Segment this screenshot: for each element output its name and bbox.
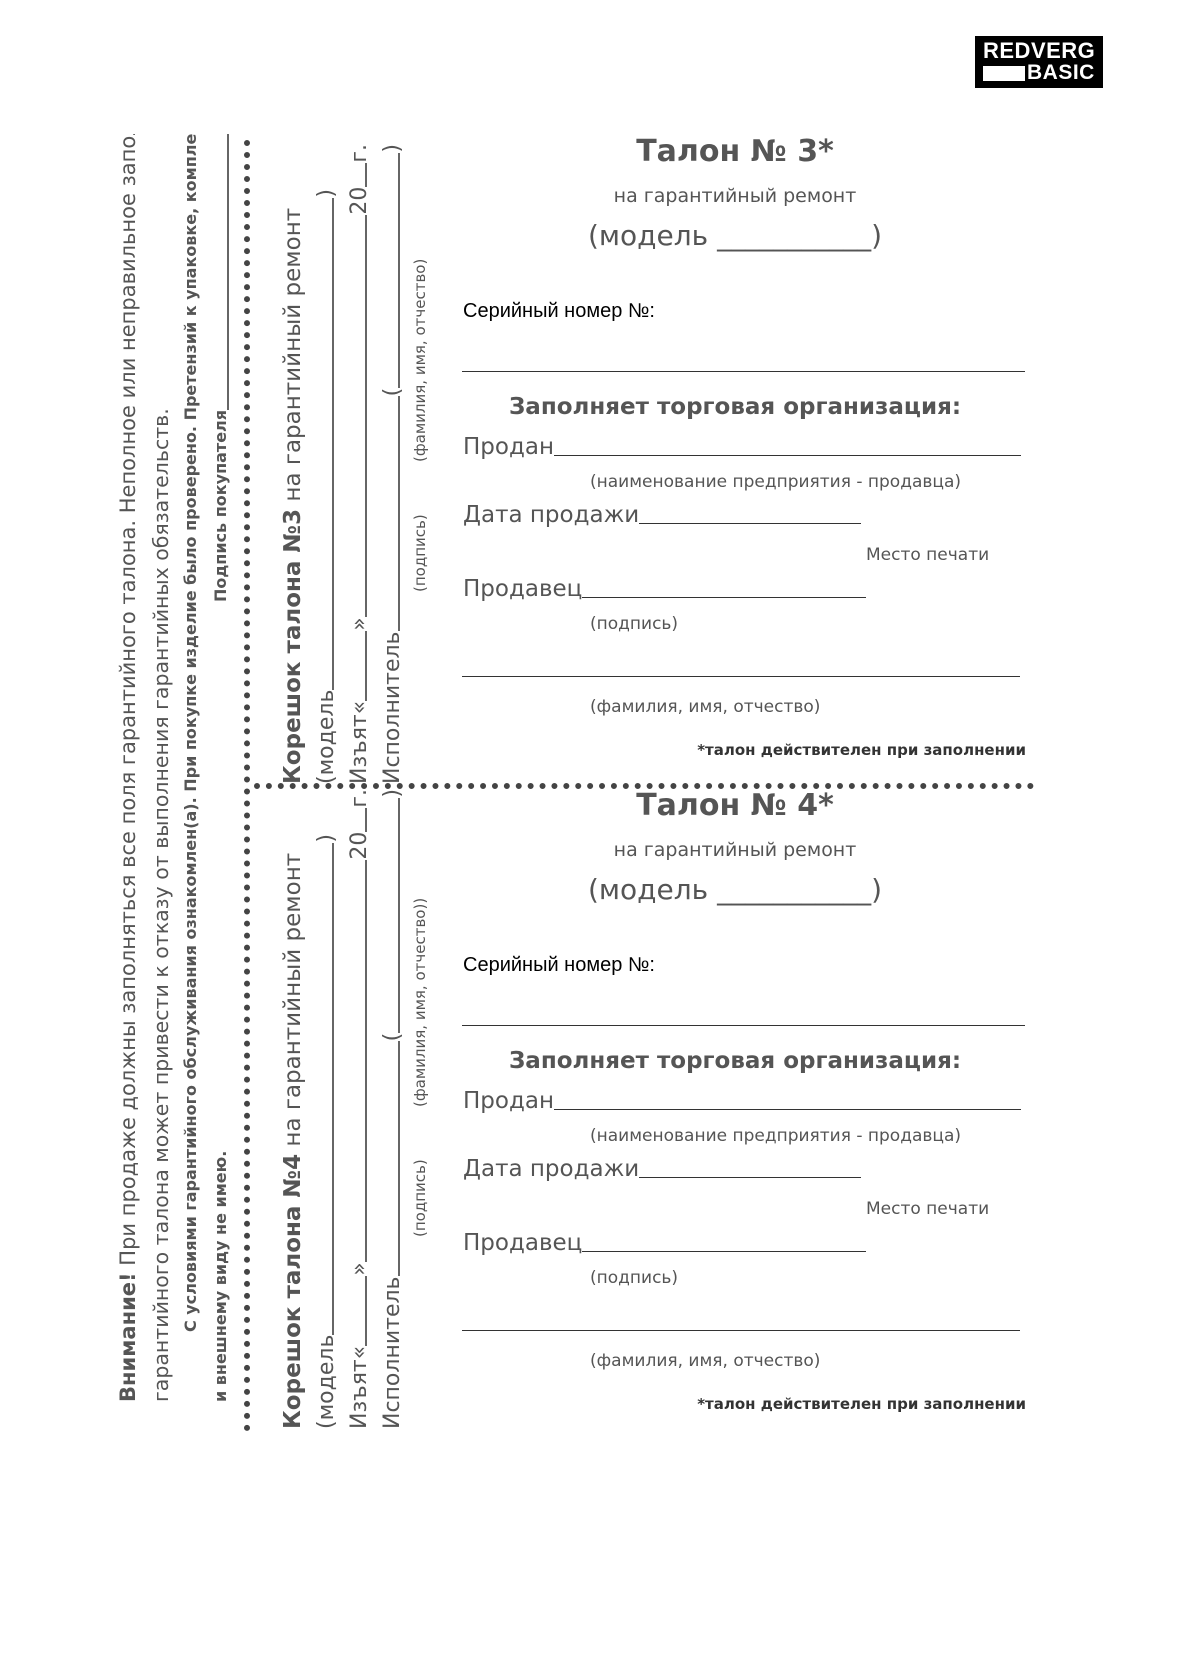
seller-field[interactable]: Продавец [463,1230,866,1256]
model-field[interactable]: (модель ___________) [588,873,882,906]
seller-name-field[interactable] [462,676,1020,677]
seller-field[interactable]: Продавец [463,576,866,602]
horizontal-cut-line [254,783,1034,789]
talon-4: Талон № 4* на гарантийный ремонт (модель… [462,788,1026,1413]
sale-date-field[interactable]: Дата продажи [463,502,861,528]
stamp-place: Место печати [866,545,990,565]
vertical-cut-line [244,140,250,1432]
sold-field[interactable]: Продан [463,434,1021,460]
seller-name-field[interactable] [462,1330,1020,1331]
serial-number-field[interactable] [462,1025,1025,1026]
redverg-basic-logo: REDVERG BASIC [975,36,1103,88]
stamp-place: Место печати [866,1199,990,1219]
sold-field[interactable]: Продан [463,1088,1021,1114]
talon-title: Талон № 4* [636,788,834,823]
model-field[interactable]: (модель ___________) [588,219,882,252]
talon-title: Талон № 3* [636,134,834,169]
sale-date-field[interactable]: Дата продажи [463,1156,861,1182]
serial-number-field[interactable] [462,371,1025,372]
talon-3: Талон № 3* на гарантийный ремонт (модель… [462,134,1026,759]
